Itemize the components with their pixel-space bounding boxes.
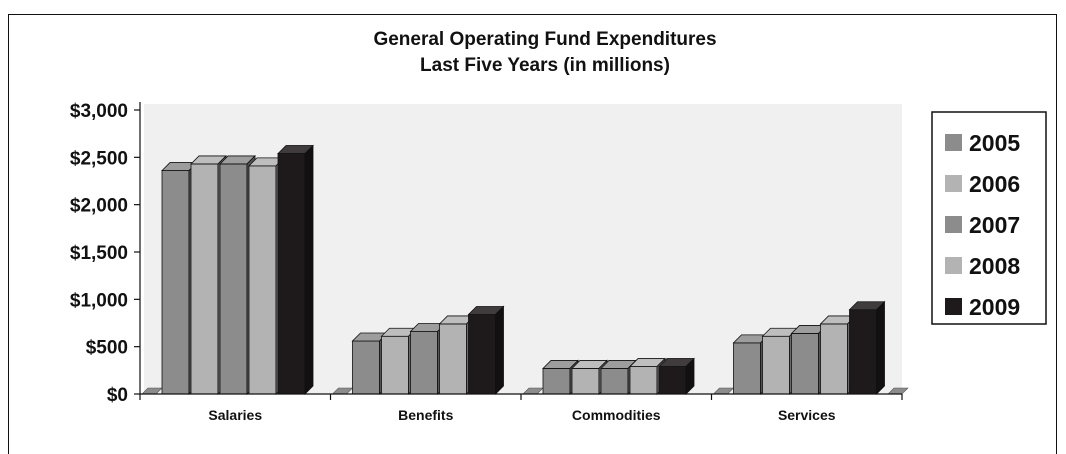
y-tick-label: $2,000: [70, 196, 128, 217]
legend-swatch: [945, 298, 962, 315]
chart-title: General Operating Fund Expenditures: [373, 29, 716, 50]
y-tick-label: $0: [107, 385, 128, 406]
bar-front: [381, 335, 409, 395]
bar-front: [762, 335, 790, 395]
bar: [277, 144, 314, 395]
bar-front: [820, 323, 848, 395]
x-tick-label: Benefits: [398, 407, 453, 423]
legend-swatch: [945, 257, 962, 274]
legend-swatch: [945, 175, 962, 192]
y-tick-label: $1,500: [70, 243, 128, 264]
bar-front: [600, 368, 629, 395]
y-tick-label: $3,000: [70, 101, 128, 122]
bar-front: [219, 163, 248, 395]
y-tick-label: $500: [86, 338, 128, 359]
legend-swatch: [945, 134, 962, 151]
x-tick-label: Commodities: [572, 407, 661, 423]
bar-front: [439, 323, 467, 395]
bar-side: [495, 305, 504, 395]
y-tick-label: $2,500: [70, 148, 128, 169]
bar: [848, 300, 886, 395]
bar-side: [876, 300, 885, 395]
bar: [658, 357, 695, 395]
bar-front: [791, 333, 819, 395]
x-tick-label: Services: [778, 407, 836, 423]
legend-label: 2008: [969, 253, 1020, 279]
bar-front: [161, 170, 190, 395]
legend-label: 2005: [969, 130, 1020, 156]
x-tick-label: Salaries: [208, 407, 262, 423]
bar-front: [277, 153, 306, 395]
bar-front: [352, 340, 380, 395]
bar: [467, 305, 505, 395]
chart-border: [8, 14, 1057, 454]
bar-front: [248, 165, 277, 395]
bar-front: [849, 309, 877, 395]
bar-front: [468, 314, 496, 395]
bar-front: [571, 368, 600, 395]
bar-front: [190, 163, 219, 395]
y-tick-label: $1,000: [70, 290, 128, 311]
legend-label: 2006: [969, 171, 1020, 197]
bar-front: [410, 331, 438, 395]
bar-front: [542, 368, 571, 395]
legend-label: 2009: [969, 294, 1020, 320]
legend-label: 2007: [969, 212, 1020, 238]
bar-side: [304, 144, 314, 395]
bar-side: [685, 357, 695, 395]
bar-front: [733, 342, 761, 395]
legend-swatch: [945, 216, 962, 233]
bar-front: [658, 366, 687, 395]
bar-front: [629, 366, 658, 395]
chart-subtitle: Last Five Years (in millions): [420, 55, 670, 76]
